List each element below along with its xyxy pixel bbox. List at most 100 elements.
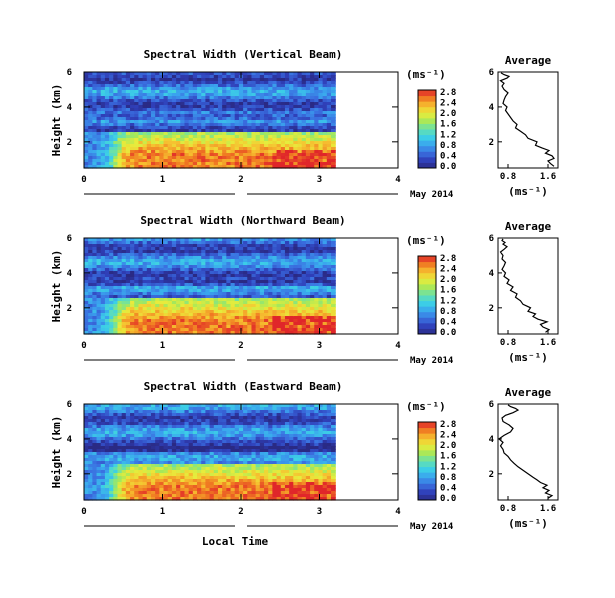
colorbar-unit: (ms⁻¹) xyxy=(406,400,446,413)
colorbar xyxy=(418,422,436,501)
profile-title: Average xyxy=(505,386,552,399)
profile-y-tick-label: 2 xyxy=(489,304,494,314)
colorbar-tick-label: 0.0 xyxy=(440,494,456,504)
profile-x-tick-label: 0.8 xyxy=(500,504,516,514)
x-tick-label: 3 xyxy=(317,507,322,517)
date-label: May 2014 xyxy=(410,522,454,532)
colorbar-tick-label: 1.6 xyxy=(440,286,456,296)
colorbar-tick-label: 2.0 xyxy=(440,441,456,451)
profile-x-tick-label: 1.6 xyxy=(540,172,556,182)
x-tick-label: 2 xyxy=(238,175,243,185)
date-label: May 2014 xyxy=(410,356,454,366)
colorbar-tick-label: 2.8 xyxy=(440,254,456,264)
colorbar-tick-label: 0.4 xyxy=(440,483,457,493)
colorbar-tick-label: 0.0 xyxy=(440,328,456,338)
x-axis-label: Local Time xyxy=(202,535,269,548)
y-tick-label: 4 xyxy=(67,269,73,279)
profile-x-tick-label: 1.6 xyxy=(540,504,556,514)
profile-y-tick-label: 4 xyxy=(489,103,495,113)
colorbar-tick-label: 2.8 xyxy=(440,420,456,430)
colorbar xyxy=(418,90,436,169)
y-tick-label: 2 xyxy=(67,470,72,480)
colorbar-tick-label: 2.0 xyxy=(440,109,456,119)
profile-x-label: (ms⁻¹) xyxy=(508,517,548,530)
x-tick-label: 0 xyxy=(81,507,86,517)
profile-x-label: (ms⁻¹) xyxy=(508,185,548,198)
colorbar-tick-label: 1.2 xyxy=(440,296,456,306)
colorbar-tick-label: 0.0 xyxy=(440,162,456,172)
profile-line xyxy=(498,404,554,499)
profile-frame xyxy=(497,403,559,501)
x-tick-label: 1 xyxy=(160,507,165,517)
colorbar-tick-label: 0.8 xyxy=(440,307,456,317)
profile-y-tick-label: 6 xyxy=(489,400,494,410)
x-tick-label: 4 xyxy=(395,507,401,517)
colorbar-tick-label: 2.4 xyxy=(440,431,457,441)
colorbar-frame xyxy=(417,89,437,169)
colorbar-frame xyxy=(417,255,437,335)
y-tick-label: 2 xyxy=(67,138,72,148)
heatmap xyxy=(84,404,336,501)
profile-line xyxy=(499,72,555,167)
x-tick-label: 0 xyxy=(81,175,86,185)
profile-y-tick-label: 6 xyxy=(489,234,494,244)
profile-x-tick-label: 0.8 xyxy=(500,338,516,348)
profile-y-tick-label: 4 xyxy=(489,269,495,279)
y-tick-label: 2 xyxy=(67,304,72,314)
colorbar-unit: (ms⁻¹) xyxy=(406,234,446,247)
profile-x-tick-label: 0.8 xyxy=(500,172,516,182)
profile-y-tick-label: 6 xyxy=(489,68,494,78)
profile-title: Average xyxy=(505,54,552,67)
x-tick-label: 0 xyxy=(81,341,86,351)
profile-x-tick-label: 1.6 xyxy=(540,338,556,348)
colorbar-tick-label: 0.8 xyxy=(440,141,456,151)
colorbar-tick-label: 1.2 xyxy=(440,462,456,472)
y-axis-label: Height (km) xyxy=(50,250,63,323)
y-tick-label: 6 xyxy=(67,400,72,410)
colorbar-frame xyxy=(417,421,437,501)
y-tick-label: 6 xyxy=(67,68,72,78)
x-tick-label: 2 xyxy=(238,341,243,351)
y-tick-label: 6 xyxy=(67,234,72,244)
colorbar-tick-label: 1.6 xyxy=(440,452,456,462)
colorbar-tick-label: 0.4 xyxy=(440,151,457,161)
colorbar-tick-label: 0.4 xyxy=(440,317,457,327)
profile-line xyxy=(499,238,551,333)
x-tick-label: 3 xyxy=(317,341,322,351)
date-label: May 2014 xyxy=(410,190,454,200)
x-tick-label: 1 xyxy=(160,175,165,185)
colorbar-tick-label: 2.4 xyxy=(440,99,457,109)
profile-frame xyxy=(497,237,559,335)
panel-2: Spectral Width (Northward Beam) 2 4 6 Height… xyxy=(50,214,559,366)
profile-y-tick-label: 4 xyxy=(489,435,495,445)
panel-3: Spectral Width (Eastward Beam) 2 4 6 Height … xyxy=(50,380,559,548)
colorbar-tick-label: 2.4 xyxy=(440,265,457,275)
colorbar-tick-label: 1.6 xyxy=(440,120,456,130)
x-tick-label: 4 xyxy=(395,175,401,185)
profile-title: Average xyxy=(505,220,552,233)
y-axis-label: Height (km) xyxy=(50,416,63,489)
x-tick-label: 2 xyxy=(238,507,243,517)
x-tick-label: 1 xyxy=(160,341,165,351)
panel-title: Spectral Width (Eastward Beam) xyxy=(144,380,343,393)
profile-x-label: (ms⁻¹) xyxy=(508,351,548,364)
colorbar xyxy=(418,256,436,335)
profile-y-tick-label: 2 xyxy=(489,470,494,480)
profile-y-tick-label: 2 xyxy=(489,138,494,148)
panel-1: Spectral Width (Vertical Beam) 2 4 6 Height … xyxy=(50,48,559,200)
panel-title: Spectral Width (Vertical Beam) xyxy=(144,48,343,61)
colorbar-tick-label: 2.0 xyxy=(440,275,456,285)
profile-frame xyxy=(497,71,559,169)
y-tick-label: 4 xyxy=(67,435,73,445)
colorbar-tick-label: 0.8 xyxy=(440,473,456,483)
x-tick-label: 4 xyxy=(395,341,401,351)
colorbar-unit: (ms⁻¹) xyxy=(406,68,446,81)
heatmap xyxy=(84,72,336,169)
y-tick-label: 4 xyxy=(67,103,73,113)
colorbar-tick-label: 1.2 xyxy=(440,130,456,140)
panel-title: Spectral Width (Northward Beam) xyxy=(140,214,345,227)
x-tick-label: 3 xyxy=(317,175,322,185)
heatmap xyxy=(84,238,336,335)
y-axis-label: Height (km) xyxy=(50,84,63,157)
